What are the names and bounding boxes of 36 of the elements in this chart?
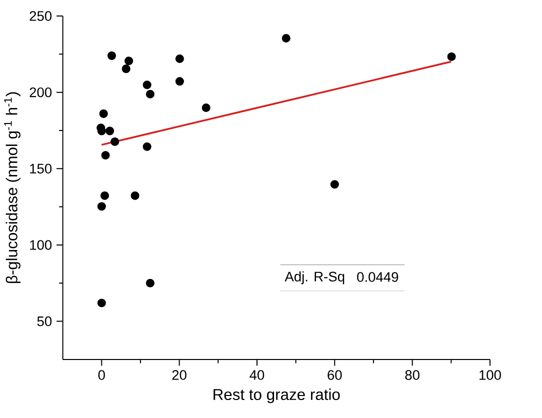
x-tick-label: 80 — [405, 370, 420, 380]
annotation: 0.0449 — [357, 272, 398, 282]
point — [330, 180, 339, 189]
point — [175, 54, 184, 64]
x-tick-label: 20 — [172, 370, 186, 380]
point — [99, 110, 108, 118]
point — [130, 192, 140, 200]
point — [146, 278, 154, 288]
y-tick-label: 200 — [30, 88, 52, 98]
point — [101, 151, 110, 160]
x-axis-title: Rest to graze ratio — [214, 388, 340, 404]
y-tick-label: 250 — [30, 11, 52, 21]
point — [282, 34, 290, 43]
point — [124, 56, 134, 66]
point — [106, 126, 114, 136]
point — [107, 52, 116, 60]
point — [142, 80, 152, 90]
point — [142, 142, 152, 152]
y-axis-title: β-glucosidase (nmol g$^{-1}$ h$^{-1}$) — [4, 92, 20, 284]
point — [447, 52, 456, 61]
point — [110, 137, 120, 146]
x-tick-label: 100 — [480, 370, 501, 380]
x-tick-label: 60 — [328, 370, 342, 380]
y-tick-label: 50 — [37, 316, 52, 326]
point — [202, 104, 210, 112]
annotation: Adj. R-Sq — [284, 271, 344, 284]
point — [146, 90, 154, 99]
x-tick-label: 0 — [98, 370, 105, 380]
point — [97, 202, 106, 211]
y-tick-label: 100 — [30, 240, 52, 250]
y-tick-label: 150 — [30, 164, 52, 174]
point — [100, 192, 110, 200]
point — [175, 77, 184, 86]
point — [122, 64, 130, 74]
x-tick-label: 40 — [250, 370, 264, 380]
point — [97, 298, 106, 308]
